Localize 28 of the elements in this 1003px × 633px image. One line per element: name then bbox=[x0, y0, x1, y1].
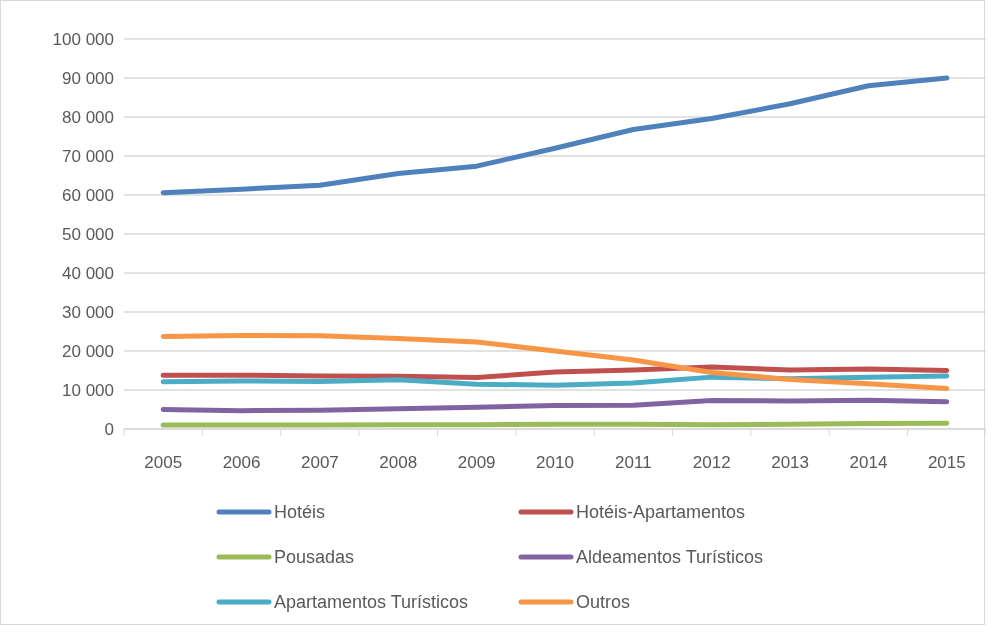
y-tick-label: 20 000 bbox=[62, 342, 114, 362]
x-tick-label: 2005 bbox=[144, 453, 183, 472]
y-tick-label: 10 000 bbox=[62, 381, 114, 401]
x-tick-label: 2007 bbox=[301, 453, 339, 472]
x-tick-label: 2010 bbox=[536, 453, 574, 472]
legend-label: Outros bbox=[576, 591, 631, 613]
y-tick-label: 30 000 bbox=[62, 303, 114, 323]
legend-label: Aldeamentos Turísticos bbox=[576, 546, 764, 568]
x-tick-label: 2006 bbox=[222, 453, 261, 472]
x-tick-label: 2013 bbox=[771, 453, 809, 472]
x-tick-label: 2015 bbox=[927, 453, 966, 472]
legend-label: Hotéis bbox=[274, 501, 326, 523]
legend-label: Hotéis-Apartamentos bbox=[576, 501, 746, 523]
y-tick-label: 0 bbox=[104, 420, 114, 440]
y-tick-label: 50 000 bbox=[62, 225, 114, 245]
x-tick-label: 2012 bbox=[692, 453, 731, 472]
y-tick-label: 70 000 bbox=[62, 147, 114, 167]
y-tick-label: 90 000 bbox=[62, 69, 114, 89]
y-tick-label: 100 000 bbox=[52, 30, 114, 50]
x-tick-label: 2009 bbox=[457, 453, 496, 472]
x-tick-label: 2011 bbox=[615, 453, 652, 472]
legend-label: Pousadas bbox=[274, 546, 355, 568]
y-tick-label: 40 000 bbox=[62, 264, 114, 284]
x-tick-label: 2008 bbox=[379, 453, 418, 472]
y-tick-label: 60 000 bbox=[62, 186, 114, 206]
legend-label: Apartamentos Turísticos bbox=[274, 591, 469, 613]
y-tick-label: 80 000 bbox=[62, 108, 114, 128]
x-tick-label: 2014 bbox=[849, 453, 888, 472]
